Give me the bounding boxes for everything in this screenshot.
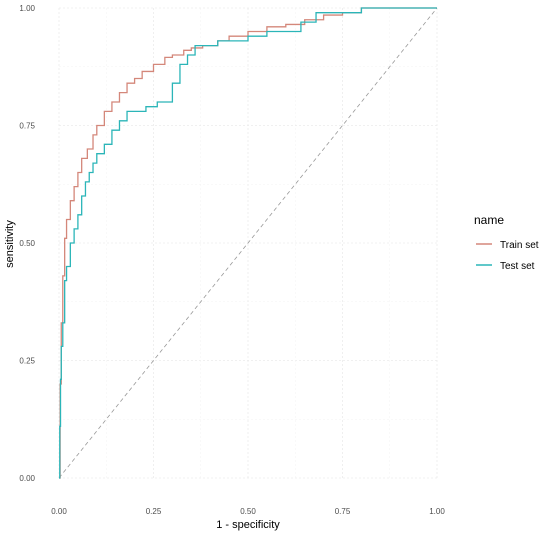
legend-label: Test set bbox=[500, 261, 535, 272]
x-tick-label: 0.50 bbox=[240, 507, 256, 516]
x-tick-label: 0.75 bbox=[335, 507, 351, 516]
y-tick-label: 0.75 bbox=[19, 122, 35, 131]
x-tick-label: 1.00 bbox=[429, 507, 445, 516]
x-axis-title: 1 - specificity bbox=[216, 519, 280, 531]
reference-line bbox=[58, 7, 438, 479]
x-tick-label: 0.00 bbox=[51, 507, 67, 516]
y-tick-label: 1.00 bbox=[19, 4, 35, 13]
y-axis-title: sensitivity bbox=[4, 220, 16, 268]
x-tick-label: 0.25 bbox=[146, 507, 162, 516]
y-tick-labels: 0.00 0.25 0.50 0.75 1.00 bbox=[19, 4, 35, 483]
legend-label: Train set bbox=[500, 240, 539, 251]
series-line-train-set bbox=[59, 7, 437, 479]
y-tick-label: 0.00 bbox=[19, 474, 35, 483]
legend: name Train set Test set bbox=[474, 213, 539, 272]
legend-title: name bbox=[474, 213, 504, 227]
series-line-test-set bbox=[59, 7, 437, 479]
series-lines bbox=[59, 7, 437, 479]
diagonal-reference-line bbox=[58, 7, 438, 479]
y-tick-label: 0.25 bbox=[19, 357, 35, 366]
x-tick-labels: 0.00 0.25 0.50 0.75 1.00 bbox=[51, 507, 445, 516]
y-tick-label: 0.50 bbox=[19, 239, 35, 248]
